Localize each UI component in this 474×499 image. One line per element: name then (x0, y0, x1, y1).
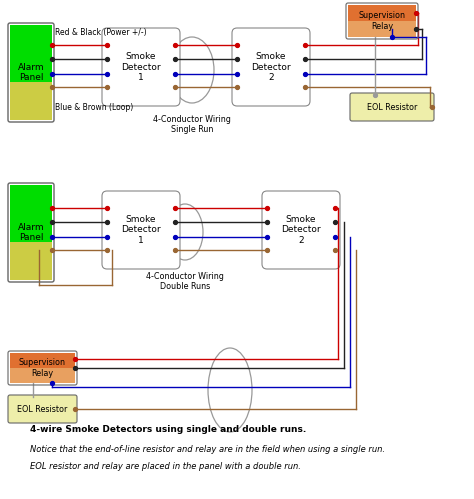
Text: Smoke
Detector
2: Smoke Detector 2 (251, 52, 291, 82)
Text: EOL resistor and relay are placed in the panel with a double run.: EOL resistor and relay are placed in the… (30, 462, 301, 471)
Text: Smoke
Detector
1: Smoke Detector 1 (121, 215, 161, 245)
Text: Red & Black (Power +/-): Red & Black (Power +/-) (55, 28, 146, 37)
FancyBboxPatch shape (262, 191, 340, 269)
FancyBboxPatch shape (102, 28, 180, 106)
Bar (10, 82, 52, 120)
Bar (10, 368, 75, 383)
FancyBboxPatch shape (8, 395, 77, 423)
Text: 4-Conductor Wiring
Single Run: 4-Conductor Wiring Single Run (153, 115, 231, 134)
Text: Smoke
Detector
1: Smoke Detector 1 (121, 52, 161, 82)
Text: Supervision
Relay: Supervision Relay (358, 11, 405, 31)
Text: Alarm
Panel: Alarm Panel (18, 63, 44, 82)
Text: Blue & Brown (Loop): Blue & Brown (Loop) (55, 103, 133, 112)
FancyBboxPatch shape (350, 93, 434, 121)
Text: 4-Conductor Wiring
Double Runs: 4-Conductor Wiring Double Runs (146, 272, 224, 291)
Bar (10, 242, 52, 280)
Bar (348, 21, 416, 37)
FancyBboxPatch shape (102, 191, 180, 269)
Text: 4-wire Smoke Detectors using single and double runs.: 4-wire Smoke Detectors using single and … (30, 425, 306, 434)
FancyBboxPatch shape (232, 28, 310, 106)
Bar (348, 5, 416, 21)
Text: EOL Resistor: EOL Resistor (367, 102, 417, 111)
Bar (10, 25, 52, 82)
Text: Supervision
Relay: Supervision Relay (19, 358, 66, 378)
Text: Smoke
Detector
2: Smoke Detector 2 (281, 215, 321, 245)
Text: EOL Resistor: EOL Resistor (18, 405, 68, 414)
Text: Notice that the end-of-line resistor and relay are in the field when using a sin: Notice that the end-of-line resistor and… (30, 445, 385, 454)
Bar (10, 353, 75, 368)
Text: Alarm
Panel: Alarm Panel (18, 223, 44, 242)
Bar (10, 185, 52, 242)
